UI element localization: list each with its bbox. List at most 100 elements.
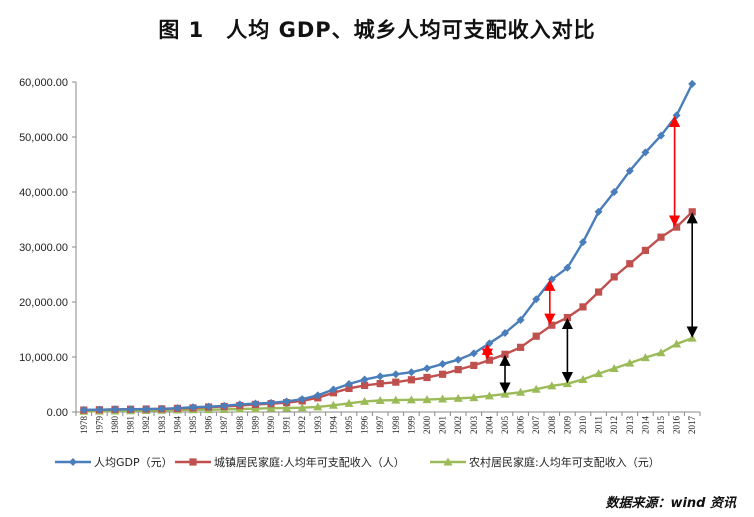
x-tick-label: 1996 (360, 416, 370, 435)
x-tick-label: 1990 (266, 416, 276, 435)
legend-item-2: 城镇居民家庭:人均年可支配收入（人） (175, 454, 405, 470)
series-1-point (157, 404, 166, 413)
series-2-point (392, 378, 400, 386)
x-tick-label: 1981 (126, 416, 136, 434)
series-1-point (391, 370, 400, 379)
x-tick-label: 2013 (625, 416, 635, 435)
x-tick-label: 2015 (656, 416, 666, 435)
series-3-point (469, 393, 479, 402)
series-1-point (532, 295, 541, 304)
legend-swatch-3 (430, 457, 466, 466)
series-3-point (313, 402, 323, 411)
y-tick-label: 20,000.00 (19, 297, 68, 309)
series-1-point (173, 404, 182, 413)
series-3-point (578, 374, 588, 383)
legend-swatch-1 (55, 458, 91, 466)
series-1-point (376, 372, 385, 381)
x-tick-label: 1982 (141, 416, 151, 434)
x-tick-label: 2003 (469, 416, 479, 435)
series-1-point (563, 263, 572, 272)
series-2-point (579, 303, 587, 311)
x-tick-label: 1993 (313, 416, 323, 435)
series-2-line (83, 210, 694, 412)
legend-swatch-2 (175, 458, 211, 466)
series-2-point (361, 381, 369, 389)
series-3-point (438, 394, 448, 403)
series-1-point (267, 398, 275, 407)
y-tick-label: 40,000.00 (19, 187, 68, 199)
series-1-point (204, 402, 213, 411)
y-tick-label: 60,000.00 (19, 77, 68, 89)
series-2-point (501, 350, 509, 358)
series-3-point (453, 393, 463, 402)
series-1-point (438, 360, 447, 369)
x-tick-label: 2016 (672, 416, 682, 435)
series-2-point (345, 384, 353, 393)
series-3-point (406, 395, 416, 404)
series-1 (79, 79, 697, 414)
series-1-point (594, 207, 603, 216)
x-tick-label: 2012 (609, 416, 619, 434)
x-tick-label: 1989 (250, 416, 260, 435)
series-2-point (626, 260, 634, 268)
series-2-point (673, 223, 681, 231)
series-3-point (266, 403, 276, 412)
x-tick-label: 1998 (391, 416, 401, 435)
series-1-point (329, 385, 338, 394)
series-3-point (282, 403, 292, 412)
x-tick-label: 1995 (344, 416, 354, 435)
series-1-point (111, 405, 119, 414)
series-1-point (454, 355, 463, 364)
series-3-point (391, 395, 401, 404)
series-1-point (95, 405, 104, 414)
x-tick-label: 1999 (406, 416, 416, 435)
legend-swatch-marker (69, 458, 77, 466)
series-1-point (126, 405, 135, 414)
series-1-point (657, 131, 665, 140)
series-2-point (485, 356, 493, 364)
x-tick-label: 1991 (282, 416, 292, 434)
legend: 人均GDP（元） 城镇居民家庭:人均年可支配收入（人） 农村居民家庭:人均年可支配收… (55, 454, 745, 470)
series-1-point (360, 375, 369, 384)
x-tick-label: 1983 (157, 416, 167, 435)
series-1-point (407, 368, 416, 377)
series-1-point (235, 400, 244, 409)
series-1-point (345, 379, 353, 388)
series-3-point (360, 396, 370, 405)
series-2-point (439, 370, 447, 378)
series-1-line (83, 83, 694, 412)
series-3-line (83, 337, 693, 413)
x-tick-label: 1984 (172, 416, 182, 435)
series-2-point (454, 366, 462, 374)
series-1-point (251, 399, 260, 408)
x-tick-label: 1987 (219, 416, 229, 435)
series-2-point (407, 376, 415, 384)
x-tick-label: 1986 (204, 416, 214, 435)
series-3-point (625, 358, 635, 367)
y-tick-label: 0.00 (47, 407, 68, 419)
series-2-point (548, 321, 556, 329)
legend-label-2: 城镇居民家庭:人均年可支配收入（人） (214, 456, 405, 469)
series-1-point (469, 349, 478, 358)
axes: 0.00 10,000.00 20,000.00 30,000.00 40,000.00… (19, 77, 701, 435)
series-1-point (142, 405, 151, 414)
y-tick-label: 30,000.00 (19, 242, 68, 254)
series-2-point (517, 343, 525, 351)
series-1-point (516, 315, 525, 324)
series-1-point (189, 403, 197, 412)
legend-swatch-marker (443, 457, 453, 466)
series-3-point (328, 400, 338, 409)
series-3-point (672, 339, 682, 348)
series-1-point (501, 328, 509, 337)
series-3-point (250, 404, 260, 413)
x-tick-label: 1994 (328, 416, 338, 435)
legend-label-3: 农村居民家庭:人均年可支配收入（元） (469, 456, 660, 469)
series-2-point (688, 208, 696, 216)
x-tick-label: 2006 (516, 416, 526, 435)
x-tick-label: 2001 (438, 416, 448, 434)
x-tick-label: 2017 (687, 416, 697, 435)
series-3-point (609, 363, 619, 372)
series-1-point (220, 401, 229, 410)
series-2-point (657, 233, 665, 241)
